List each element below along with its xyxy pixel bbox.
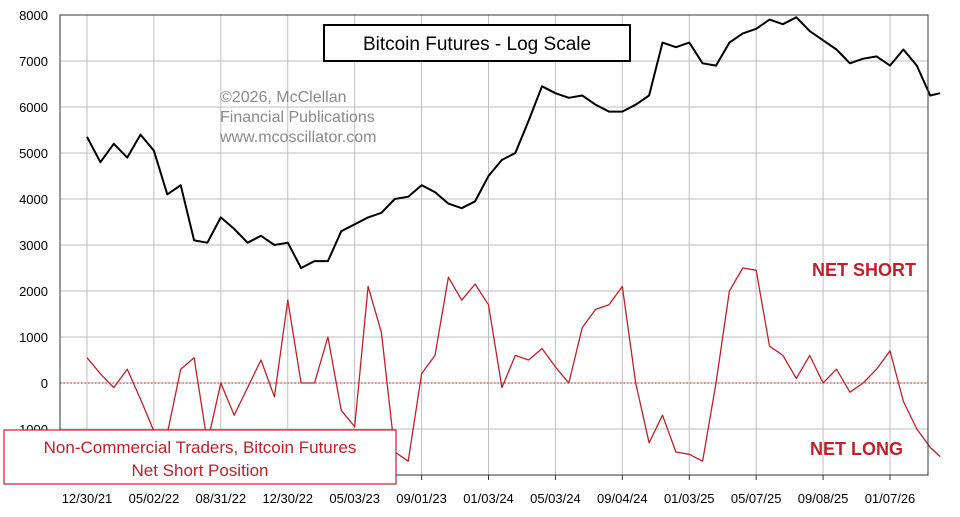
- x-tick-label: 08/31/22: [196, 491, 247, 506]
- note-line-1: Non-Commercial Traders, Bitcoin Futures: [44, 438, 357, 457]
- x-tick-label: 05/03/23: [329, 491, 380, 506]
- plot-frame: [59, 14, 929, 476]
- x-tick-label: 01/03/24: [463, 491, 514, 506]
- x-tick-label: 09/08/25: [798, 491, 849, 506]
- credit-block: ©2026, McClellan Financial Publications …: [219, 89, 376, 146]
- x-tick-label: 05/03/24: [530, 491, 581, 506]
- x-tick-label: 01/03/25: [664, 491, 715, 506]
- y-tick-label: 0: [41, 376, 48, 391]
- y-tick-label: 3000: [19, 238, 48, 253]
- x-tick-label: 05/07/25: [731, 491, 782, 506]
- net-long-label: NET LONG: [810, 439, 903, 459]
- price-series-line: [86, 16, 941, 269]
- x-tick-label: 05/02/22: [129, 491, 180, 506]
- y-tick-label: 4000: [19, 192, 48, 207]
- x-axis-ticks: 12/30/21 05/02/22 08/31/22 12/30/22 05/03/23…: [62, 475, 916, 506]
- chart-title: Bitcoin Futures - Log Scale: [363, 34, 591, 55]
- net-short-label: NET SHORT: [812, 260, 916, 280]
- y-tick-label: 2000: [19, 284, 48, 299]
- y-tick-label: 8000: [19, 8, 48, 23]
- credit-line-2: Financial Publications: [220, 109, 375, 126]
- x-tick-label: 01/07/26: [865, 491, 916, 506]
- title-frame: [323, 24, 631, 62]
- credit-line-3: www.mcoscillator.com: [219, 129, 376, 146]
- x-tick-label: 12/30/22: [262, 491, 313, 506]
- y-tick-label: 1000: [19, 330, 48, 345]
- chart-title-box: Bitcoin Futures - Log Scale: [323, 24, 631, 62]
- y-tick-label: 6000: [19, 100, 48, 115]
- y-tick-label: 7000: [19, 54, 48, 69]
- position-note-box: Non-Commercial Traders, Bitcoin Futures …: [3, 429, 397, 485]
- position-series-line: [86, 267, 941, 462]
- y-tick-label: 5000: [19, 146, 48, 161]
- x-tick-label: 09/04/24: [597, 491, 648, 506]
- credit-line-1: ©2026, McClellan: [220, 89, 347, 106]
- series-group: [86, 16, 941, 462]
- note-line-2: Net Short Position: [131, 461, 268, 480]
- x-tick-label: 09/01/23: [396, 491, 447, 506]
- note-frame: [3, 429, 397, 485]
- x-tick-label: 12/30/21: [62, 491, 113, 506]
